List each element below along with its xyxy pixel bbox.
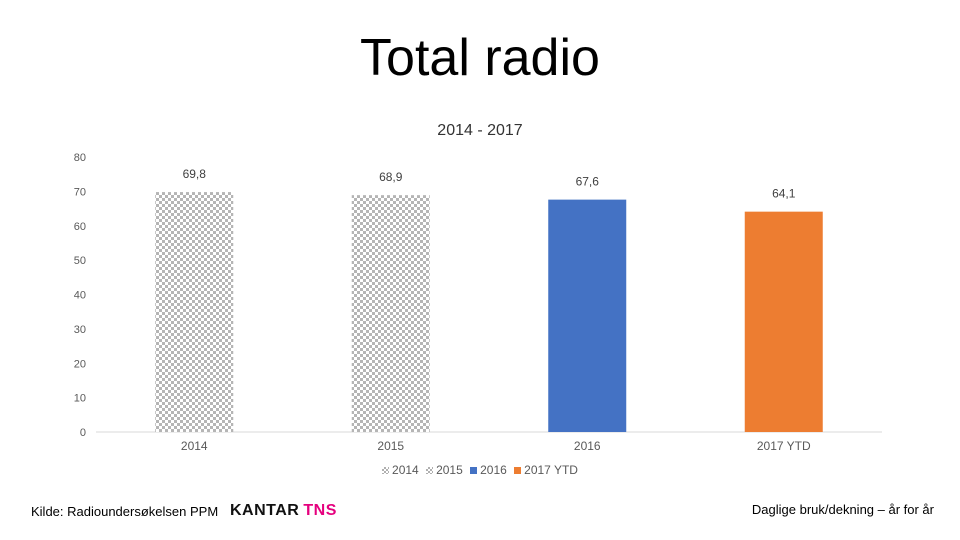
x-axis: 2014 2015 2016 2017 YTD xyxy=(181,439,811,453)
legend-item-2015: 2015 xyxy=(426,463,463,477)
bar-2017-ytd xyxy=(744,211,823,432)
data-label: 67,6 xyxy=(576,175,600,189)
legend-item-2014: 2014 xyxy=(382,463,419,477)
kantar-tns-logo: KANTAR TNS xyxy=(230,502,337,519)
legend-swatch xyxy=(470,467,478,475)
bar-2015 xyxy=(351,195,430,432)
page-title: Total radio xyxy=(360,29,600,87)
bar-2014 xyxy=(155,192,234,432)
legend-swatch xyxy=(426,467,434,475)
footer-note: Daglige bruk/dekning – år for år xyxy=(751,502,934,517)
data-label: 69,8 xyxy=(183,167,207,181)
y-tick-label: 80 xyxy=(74,152,86,164)
x-tick-label: 2017 YTD xyxy=(757,439,811,453)
chart-subtitle: 2014 - 2017 xyxy=(437,122,523,139)
y-tick-label: 30 xyxy=(74,324,86,336)
chart-legend: 2014 2015 2016 2017 YTD xyxy=(0,463,960,477)
y-tick-label: 10 xyxy=(74,393,86,405)
y-tick-label: 70 xyxy=(74,186,86,198)
data-label: 68,9 xyxy=(379,170,403,184)
y-tick-label: 40 xyxy=(74,290,86,302)
y-tick-label: 20 xyxy=(74,358,86,370)
y-tick-label: 0 xyxy=(80,427,86,439)
bar-2016 xyxy=(548,199,627,432)
y-tick-label: 60 xyxy=(74,221,86,233)
bars: 69,8 68,9 67,6 64,1 xyxy=(155,167,823,432)
x-tick-label: 2015 xyxy=(377,439,404,453)
y-axis: 0 10 20 30 40 50 60 70 80 xyxy=(74,152,86,439)
y-tick-label: 50 xyxy=(74,255,86,267)
data-label: 64,1 xyxy=(772,187,796,201)
x-tick-label: 2016 xyxy=(574,439,601,453)
legend-swatch xyxy=(382,467,390,475)
legend-swatch xyxy=(514,467,522,475)
source-text: Kilde: Radioundersøkelsen PPM xyxy=(31,504,219,519)
x-tick-label: 2014 xyxy=(181,439,208,453)
legend-item-2017-ytd: 2017 YTD xyxy=(514,463,578,477)
legend-item-2016: 2016 xyxy=(470,463,507,477)
